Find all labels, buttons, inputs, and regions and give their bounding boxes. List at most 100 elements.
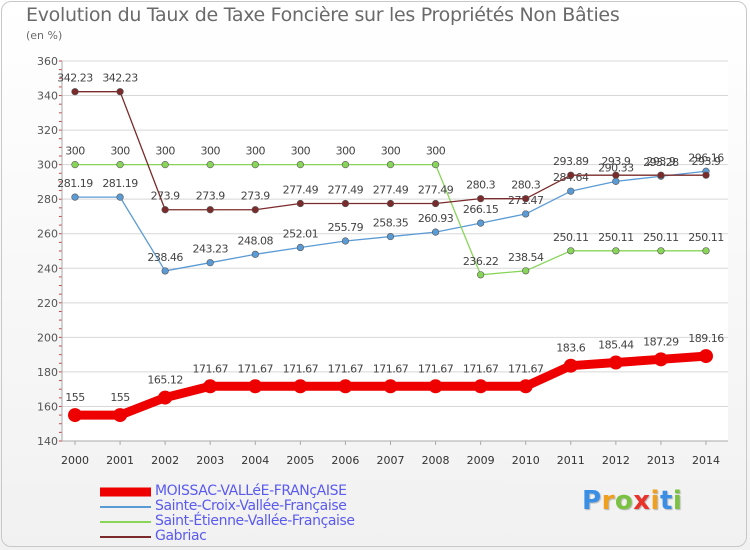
- data-label-saint-etienne: 300: [291, 145, 311, 158]
- y-tick-label: 220: [37, 297, 58, 310]
- data-point-saint-etienne: [116, 161, 124, 169]
- logo-letter: x: [633, 486, 651, 516]
- y-tick-label: 300: [37, 159, 58, 172]
- legend-swatch-sainte-croix: [100, 505, 151, 508]
- data-point-moissac: [203, 379, 218, 394]
- data-label-moissac: 155: [65, 391, 85, 404]
- data-label-saint-etienne: 300: [200, 145, 220, 158]
- data-point-moissac: [113, 408, 128, 423]
- data-label-sainte-croix: 243.23: [192, 243, 228, 256]
- x-tick-label: 2009: [467, 454, 495, 467]
- data-point-gabriac: [567, 171, 575, 179]
- data-point-saint-etienne: [296, 161, 304, 169]
- x-tick-label: 2004: [241, 454, 269, 467]
- data-label-sainte-croix: 248.08: [238, 234, 274, 247]
- data-label-moissac: 187.29: [643, 335, 679, 348]
- y-tick-label: 200: [37, 331, 58, 344]
- data-point-moissac: [518, 379, 533, 394]
- data-point-gabriac: [71, 88, 79, 96]
- data-label-moissac: 183.6: [556, 342, 585, 355]
- data-point-saint-etienne: [522, 267, 530, 275]
- data-label-gabriac: 280.3: [466, 179, 495, 192]
- data-point-saint-etienne: [702, 247, 710, 255]
- data-point-sainte-croix: [341, 237, 350, 245]
- data-label-moissac: 171.67: [463, 362, 499, 375]
- y-tick-label: 180: [37, 366, 58, 379]
- data-point-sainte-croix: [522, 210, 530, 218]
- data-label-sainte-croix: 290.33: [598, 161, 634, 174]
- data-point-saint-etienne: [206, 161, 214, 169]
- x-tick-label: 2008: [422, 454, 450, 467]
- data-point-sainte-croix: [251, 250, 259, 258]
- chart-title: Evolution du Taux de Taxe Foncière sur l…: [26, 4, 620, 26]
- logo-letter: o: [614, 486, 634, 516]
- y-tick-label: 240: [37, 262, 58, 275]
- data-point-moissac: [699, 349, 713, 364]
- data-label-sainte-croix: 238.46: [147, 251, 183, 264]
- y-tick-label: 140: [37, 435, 58, 448]
- legend-label-gabriac: Gabriac: [155, 528, 207, 544]
- y-tick-label: 340: [37, 90, 58, 103]
- y-tick-label: 320: [37, 124, 58, 137]
- data-label-gabriac: 277.49: [283, 184, 319, 197]
- data-point-sainte-croix: [116, 193, 124, 201]
- data-point-moissac: [428, 379, 443, 394]
- data-point-moissac: [473, 379, 488, 394]
- logo-letter: r: [601, 486, 615, 516]
- y-tick-label: 360: [37, 55, 58, 68]
- data-point-saint-etienne: [161, 161, 169, 169]
- data-point-moissac: [293, 379, 308, 394]
- data-label-moissac: 171.67: [283, 362, 319, 375]
- data-label-saint-etienne: 250.11: [688, 231, 724, 244]
- x-tick-label: 2003: [196, 454, 224, 467]
- data-label-moissac: 189.16: [688, 332, 724, 345]
- data-point-sainte-croix: [386, 232, 395, 241]
- data-label-sainte-croix: 258.35: [373, 217, 409, 230]
- data-point-saint-etienne: [431, 161, 440, 169]
- data-label-gabriac: 293.9: [601, 155, 630, 168]
- data-label-gabriac: 280.3: [511, 179, 540, 192]
- x-tick-label: 2000: [61, 454, 89, 467]
- data-label-saint-etienne: 250.11: [598, 231, 634, 244]
- data-label-moissac: 171.67: [192, 362, 228, 375]
- data-point-moissac: [563, 358, 578, 373]
- data-label-saint-etienne: 300: [65, 145, 85, 158]
- logo-letter: t: [659, 486, 673, 516]
- data-label-gabriac: 293.89: [553, 155, 589, 168]
- data-label-sainte-croix: 293.28: [643, 156, 679, 169]
- data-label-gabriac: 293.9: [692, 155, 721, 168]
- data-point-sainte-croix: [296, 243, 304, 252]
- data-point-moissac: [383, 379, 398, 394]
- data-point-gabriac: [386, 199, 395, 208]
- data-label-saint-etienne: 236.22: [463, 255, 499, 268]
- data-point-sainte-croix: [71, 193, 79, 201]
- data-label-sainte-croix: 266.15: [463, 203, 499, 216]
- data-label-saint-etienne: 238.54: [508, 251, 544, 264]
- data-point-gabriac: [341, 199, 350, 208]
- x-tick-label: 2001: [106, 454, 134, 467]
- data-label-sainte-croix: 255.79: [328, 221, 364, 234]
- legend-label-sainte-croix: Sainte-Croix-Vallée-Française: [155, 498, 347, 514]
- data-label-gabriac: 277.49: [373, 184, 409, 197]
- data-point-saint-etienne: [612, 247, 620, 255]
- data-point-sainte-croix: [477, 219, 485, 227]
- data-label-saint-etienne: 300: [336, 145, 356, 158]
- data-point-sainte-croix: [206, 259, 214, 267]
- data-point-saint-etienne: [341, 161, 350, 169]
- data-point-gabriac: [702, 171, 710, 179]
- data-label-gabriac: 342.23: [102, 72, 138, 85]
- data-label-sainte-croix: 281.19: [57, 177, 93, 190]
- data-point-gabriac: [251, 206, 259, 214]
- x-tick-label: 2012: [602, 454, 630, 467]
- x-tick-label: 2013: [647, 454, 675, 467]
- data-point-sainte-croix: [612, 177, 620, 185]
- data-label-saint-etienne: 300: [381, 145, 401, 158]
- data-label-sainte-croix: 296.16: [688, 151, 724, 164]
- data-point-moissac: [158, 390, 173, 405]
- legend-swatch-gabriac: [100, 535, 151, 538]
- data-point-moissac: [68, 408, 82, 423]
- legend-swatch-moissac: [100, 487, 151, 496]
- data-label-moissac: 171.67: [328, 362, 364, 375]
- y-tick-label: 280: [37, 193, 58, 206]
